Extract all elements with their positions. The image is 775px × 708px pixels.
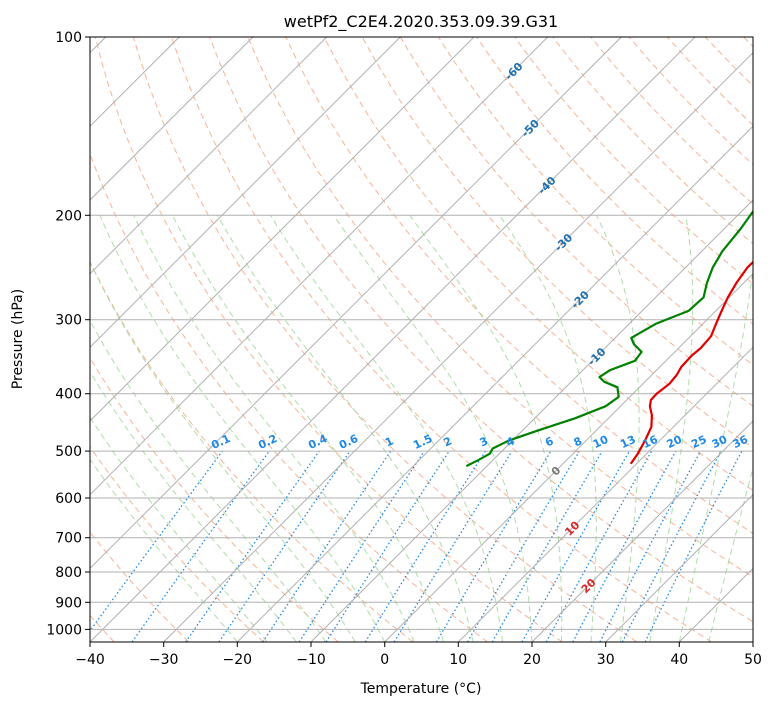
moist-adiabat [649, 215, 694, 642]
y-tick-label: 300 [55, 313, 82, 329]
isotherm-line [605, 493, 753, 642]
dry-adiabat [94, 37, 563, 642]
mixing-ratio-line [298, 450, 425, 642]
moist-adiabat [596, 215, 640, 642]
mixing-ratio-line [131, 450, 270, 642]
mixing-ratio-label: 20 [665, 433, 685, 451]
x-tick-label: −40 [75, 652, 105, 668]
y-tick-label: 100 [55, 30, 82, 46]
x-tick-label: 50 [744, 652, 762, 668]
moist-adiabat [270, 215, 503, 642]
isotherm-line [457, 346, 753, 642]
isotherm-line [90, 37, 696, 642]
y-tick-label: 200 [55, 208, 82, 224]
moist-adiabat [217, 215, 474, 642]
chart-title: wetPf2_C2E4.2020.353.09.39.G31 [284, 12, 558, 32]
moist-adiabat [90, 370, 297, 642]
y-tick-label: 600 [55, 491, 82, 507]
moist-adiabat [678, 265, 753, 642]
mixing-ratio-line [185, 450, 320, 642]
mixing-ratio-line [218, 450, 351, 642]
mixing-ratio-line [262, 450, 392, 642]
isotherm-lines [90, 37, 753, 642]
moist-adiabats [90, 215, 753, 642]
x-tick-label: 20 [523, 652, 541, 668]
isotherm-line [384, 272, 753, 642]
dry-adiabat [285, 37, 753, 535]
x-tick-label: −10 [296, 652, 326, 668]
dewpoint-profile [465, 209, 753, 468]
moist-adiabat [133, 215, 415, 642]
isotherm-line [531, 420, 753, 642]
x-tick-label: 0 [380, 652, 389, 668]
x-tick-label: −20 [223, 652, 253, 668]
dry-adiabat [476, 37, 753, 325]
isotherm-line [90, 37, 622, 570]
isotherm-line [90, 37, 401, 349]
y-tick-label: 900 [55, 595, 82, 611]
moist-adiabat [90, 458, 238, 642]
mixing-ratio-label: 10 [591, 433, 611, 451]
moist-adiabat [409, 215, 563, 642]
mixing-ratio-label: 13 [618, 433, 637, 451]
moist-adiabat [90, 260, 356, 642]
isobar-lines [90, 37, 753, 630]
y-tick-label: 700 [55, 531, 82, 547]
dry-adiabat [90, 446, 264, 642]
mixing-ratio-label: 30 [710, 433, 730, 451]
mixing-ratio-line [325, 450, 450, 642]
moist-adiabat [90, 319, 327, 642]
mixing-ratio-line [90, 450, 223, 632]
mixing-ratio-label: 36 [731, 433, 751, 451]
x-tick-label: 40 [670, 652, 688, 668]
y-tick-label: 400 [55, 387, 82, 403]
sounding-series [465, 209, 753, 468]
dry-adiabat [171, 37, 712, 642]
y-axis: 100 200 300 400 500 600 700 800 900 1000 [46, 30, 90, 638]
moist-adiabat [172, 215, 445, 642]
moist-adiabat [99, 215, 386, 642]
mixing-ratio-lines [90, 450, 743, 642]
mixing-ratio-line [545, 450, 653, 642]
moist-adiabat [90, 416, 268, 642]
mixing-ratio-line [572, 450, 677, 642]
dry-adiabat [323, 37, 753, 491]
isotherm-line [90, 37, 549, 496]
isotherm-line [236, 125, 753, 642]
temperature-profile [629, 260, 753, 465]
dry-adiabat [209, 37, 753, 623]
isotherm-line [90, 37, 475, 422]
mixing-ratio-line [644, 450, 743, 642]
isotherm-line [310, 199, 753, 642]
dry-adiabat [514, 37, 753, 285]
mixing-ratio-line [393, 450, 513, 642]
dry-adiabat [132, 37, 638, 642]
x-axis: −40 −30 −20 −10 0 10 20 30 40 50 [75, 642, 762, 668]
y-tick-label: 1000 [46, 622, 82, 638]
dry-adiabat [90, 356, 339, 642]
x-axis-label: Temperature (°C) [360, 681, 482, 697]
y-axis-label: Pressure (hPa) [10, 289, 26, 389]
x-tick-label: 10 [449, 652, 467, 668]
x-tick-label: −30 [149, 652, 179, 668]
plot-frame [89, 36, 754, 643]
dry-adiabat [247, 37, 753, 578]
isotherm-line [90, 37, 254, 201]
y-tick-label: 500 [55, 444, 82, 460]
isotherm-line [163, 51, 753, 642]
mixing-ratio-label: 16 [640, 433, 660, 451]
mixing-ratio-label: 25 [689, 433, 708, 451]
x-tick-label: 30 [597, 652, 615, 668]
mixing-ratio-line [521, 450, 631, 642]
isotherm-line [90, 37, 328, 275]
moist-adiabat [333, 215, 533, 642]
y-tick-label: 800 [55, 565, 82, 581]
